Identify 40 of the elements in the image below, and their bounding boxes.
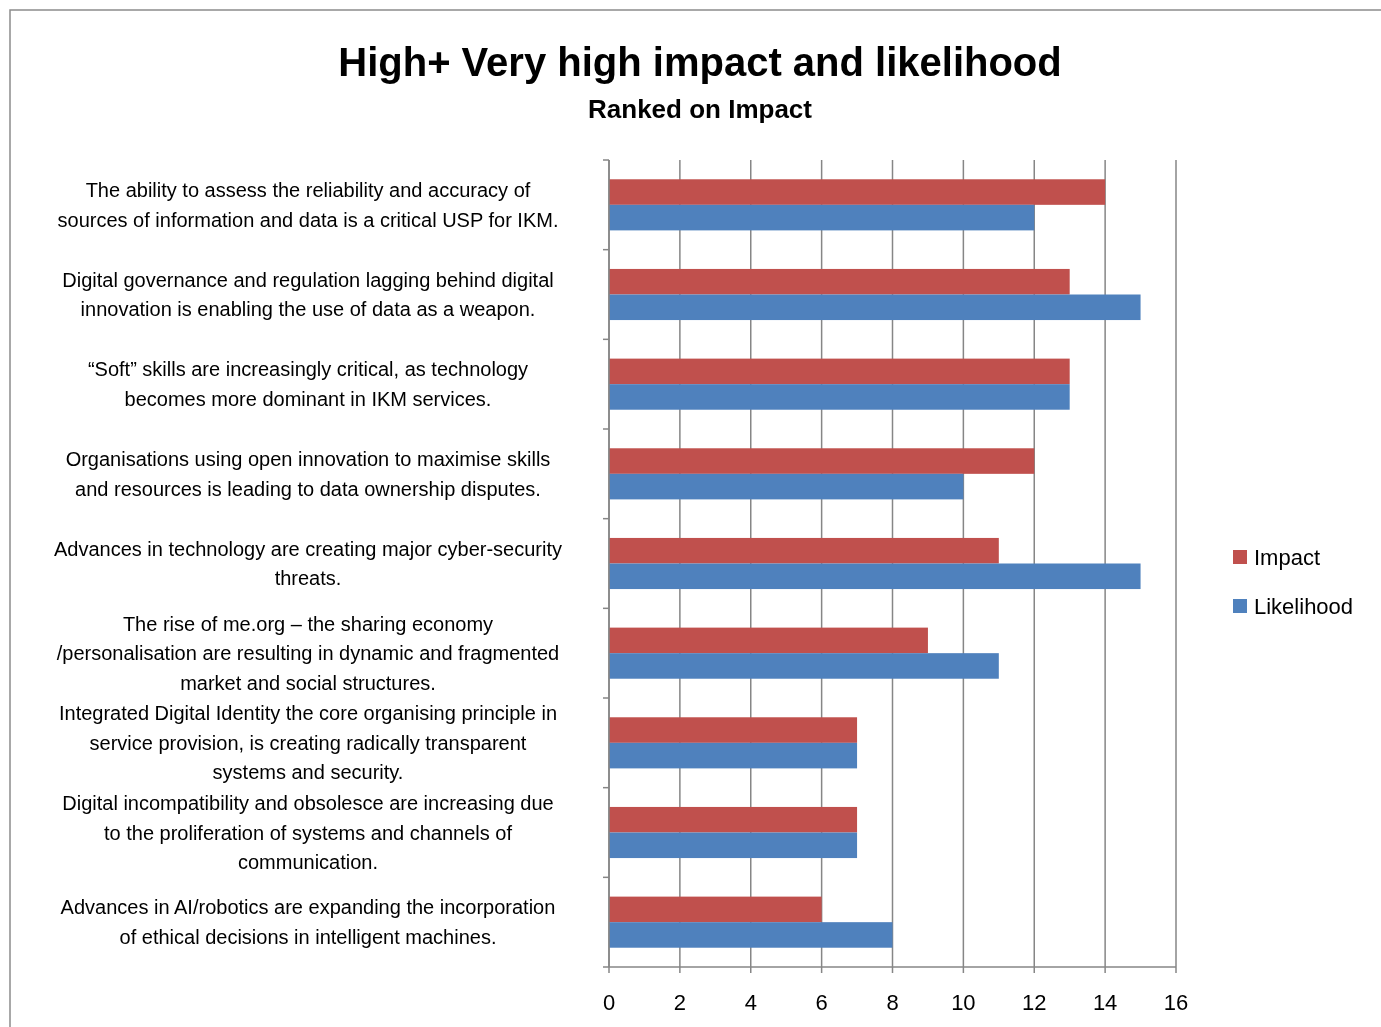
x-tick-label: 16 <box>1163 990 1189 1015</box>
y-tick-label: Digital governance and regulation lagging behind digital innovation is enabling the use of data as a weapon. <box>62 268 554 321</box>
legend-label: Impact <box>1254 545 1321 570</box>
bar <box>609 204 1035 231</box>
bar <box>609 832 858 859</box>
x-tick-label: 8 <box>886 990 899 1015</box>
bar <box>609 358 1070 385</box>
legend-label: Likelihood <box>1254 594 1354 619</box>
bar <box>609 473 964 500</box>
bar <box>609 717 858 743</box>
bar <box>609 537 999 564</box>
x-tick-label: 6 <box>815 990 828 1015</box>
bar <box>609 563 1141 590</box>
x-tick-label: 2 <box>673 990 686 1015</box>
bar <box>609 268 1070 295</box>
chart-subtitle: Ranked on Impact <box>588 94 813 124</box>
x-tick-label: 4 <box>744 990 757 1015</box>
bar <box>609 384 1070 410</box>
y-tick-label: Digital incompatibility and obsolesce are increasing due to the proliferation of systems and channels of communication. <box>62 792 554 873</box>
bar <box>609 179 1106 205</box>
y-tick-label: “Soft” skills are increasingly critical, as technology becomes more dominant in IKM services. <box>87 358 529 410</box>
bar <box>609 922 893 948</box>
y-tick-label: Integrated Digital Identity the core organising principle in service provision, is creating radically transparent systems and security. <box>58 702 558 784</box>
bar <box>609 627 928 654</box>
bar <box>609 653 999 679</box>
bar <box>609 448 1035 474</box>
x-tick-label: 0 <box>602 990 616 1015</box>
chart-title: High+ Very high impact and likelihood <box>338 40 1062 84</box>
x-tick-label: 12 <box>1022 990 1047 1015</box>
x-tick-label: 14 <box>1092 990 1118 1015</box>
bar <box>609 294 1141 321</box>
bar <box>609 896 822 923</box>
y-tick-label: The ability to assess the reliability and accuracy of sources of information and data is a critical USP for IKM. <box>57 179 559 231</box>
y-tick-label: Advances in AI/robotics are expanding the incorporation of ethical decisions in intelligent machines. <box>60 896 556 948</box>
bar <box>609 806 858 833</box>
y-tick-label: Organisations using open innovation to maximise skills and resources is leading to data ownership disputes. <box>65 448 551 500</box>
x-tick-label: 10 <box>951 990 976 1015</box>
bar <box>609 742 858 769</box>
y-tick-label: Advances in technology are creating major cyber-security threats. <box>53 537 563 590</box>
y-tick-label: The rise of me.org – the sharing economy /personalisation are resulting in dynamic and fragmented market and social structures. <box>56 612 560 694</box>
